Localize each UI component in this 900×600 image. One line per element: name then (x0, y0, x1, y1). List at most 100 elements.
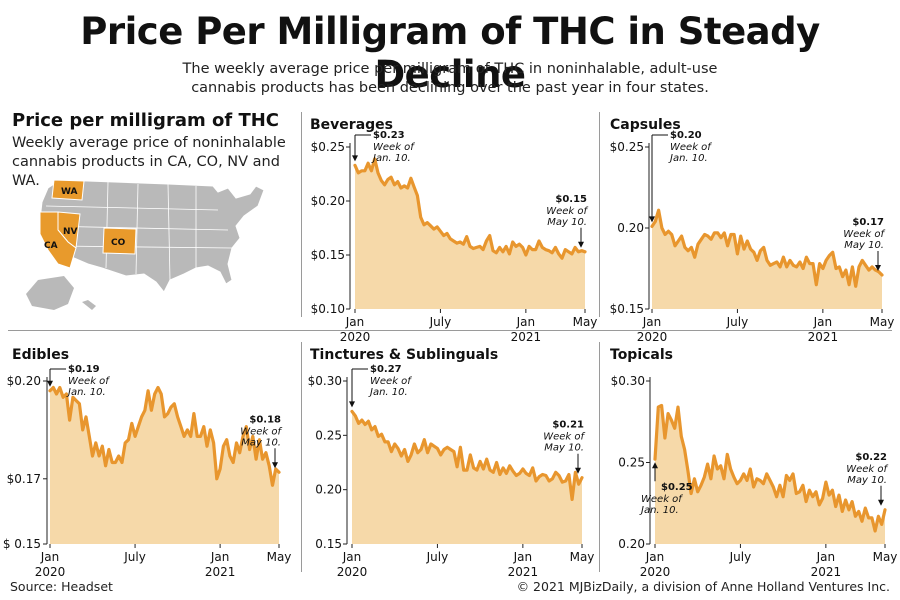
y-tick-label: 0.15 (315, 537, 342, 551)
start-annotation-value: $0.19 (68, 364, 100, 375)
y-tick-label: $0.15 (610, 302, 644, 316)
end-annotation-text: May 10. (847, 475, 887, 486)
chart-title: Tinctures & Sublinguals (310, 347, 498, 363)
end-annotation-text: May 10. (544, 443, 584, 454)
start-annotation-value: $0.20 (670, 130, 702, 141)
series-line (350, 409, 584, 501)
x-tick-label: Jan (210, 550, 230, 564)
area-fill (352, 411, 582, 544)
end-annotation-value: $0.18 (249, 414, 281, 425)
x-tick-year: 2021 (205, 565, 236, 579)
alaska-shape (26, 276, 74, 310)
chart-title: Edibles (12, 347, 69, 363)
y-tick-label: $0.15 (311, 248, 345, 262)
chart-title: Beverages (310, 117, 393, 133)
end-annotation-arrowhead (272, 462, 278, 469)
y-tick-label: 0.20 (315, 483, 342, 497)
x-tick-label: May (267, 550, 292, 564)
source-note: Source: Headset (10, 579, 113, 594)
x-tick-year: 2020 (35, 565, 66, 579)
end-annotation-value: $0.21 (552, 420, 584, 431)
start-annotation-arrowhead (349, 401, 355, 408)
x-tick-label: May (870, 315, 895, 329)
divider-vertical-4 (599, 342, 600, 572)
chart-beverages: Beverages$0.25$0.20$0.15$0.10Jan2020July… (310, 117, 597, 344)
end-annotation-arrowhead (578, 241, 584, 248)
start-annotation-text: Week of (370, 376, 412, 387)
divider-vertical-2 (599, 112, 600, 317)
y-tick-label: $0.30 (308, 374, 342, 388)
start-annotation-text: Jan. 10. (639, 505, 679, 516)
y-tick-label: $0.25 (610, 140, 644, 154)
y-tick-label: $ 0.15 (3, 537, 41, 551)
x-tick-label: May (570, 550, 595, 564)
x-tick-label: July (726, 315, 749, 329)
y-tick-label: $0.20 (311, 194, 345, 208)
series-line (353, 157, 587, 260)
x-tick-year: 2021 (808, 330, 839, 344)
end-annotation-text: May 10. (241, 437, 281, 448)
x-tick-year: 2021 (811, 565, 842, 579)
area-fill (355, 158, 585, 309)
area-fill (50, 387, 279, 544)
page-subtitle: The weekly average price per milligram o… (182, 61, 718, 96)
state-label-wa: WA (61, 187, 78, 197)
chart-title: Topicals (610, 347, 673, 363)
copyright-note: © 2021 MJBizDaily, a division of Anne Ho… (516, 579, 890, 594)
divider-horizontal (8, 330, 892, 331)
series-line (653, 403, 887, 533)
x-tick-year: 2020 (637, 330, 668, 344)
x-tick-label: Jan (516, 315, 536, 329)
x-tick-year: 2020 (337, 565, 368, 579)
start-annotation-text: Week of (641, 494, 683, 505)
x-tick-year: 2020 (340, 330, 371, 344)
series-line (48, 385, 281, 487)
end-annotation-text: Week of (846, 464, 888, 475)
end-annotation-text: May 10. (547, 217, 587, 228)
state-co (102, 227, 137, 255)
x-tick-label: Jan (813, 315, 833, 329)
start-annotation-text: Week of (670, 142, 712, 153)
end-annotation-text: May 10. (844, 240, 884, 251)
end-annotation-arrowhead (575, 467, 581, 474)
y-tick-label: $0.10 (311, 302, 345, 316)
chart-tinctures: Tinctures & Sublinguals $0.30 0.25 0.20 0.15… (308, 347, 595, 579)
start-annotation-text: Jan. 10. (368, 387, 408, 398)
state-ca (39, 211, 77, 269)
state-label-ca: CA (44, 241, 58, 251)
x-tick-label: Jan (40, 550, 60, 564)
start-annotation-text: Jan. 10. (66, 387, 106, 398)
start-annotation-value: $0.23 (373, 130, 405, 141)
end-annotation-arrowhead (878, 499, 884, 506)
x-tick-label: May (573, 315, 598, 329)
x-tick-label: Jan (816, 550, 836, 564)
x-tick-label: Jan (645, 550, 665, 564)
x-tick-label: July (429, 315, 452, 329)
x-tick-label: Jan (513, 550, 533, 564)
start-annotation-text: Week of (373, 142, 415, 153)
hawaii-shape (82, 300, 96, 310)
x-tick-year: 2020 (640, 565, 671, 579)
divider-vertical-3 (301, 342, 302, 572)
start-annotation-value: $0.25 (661, 482, 693, 493)
map-panel-description: Weekly average price of noninhalable can… (12, 135, 286, 189)
chart-title: Capsules (610, 117, 681, 133)
y-tick-label: $0.20 (7, 374, 41, 388)
divider-vertical-1 (301, 112, 302, 317)
start-annotation-arrowhead (47, 380, 53, 387)
state-label-co: CO (111, 238, 126, 248)
start-annotation-text: Jan. 10. (371, 153, 411, 164)
end-annotation-value: $0.17 (852, 217, 884, 228)
us-map: WA NV CA CO (26, 179, 265, 310)
x-tick-label: July (123, 550, 146, 564)
end-annotation-arrowhead (875, 264, 881, 271)
start-annotation-arrowhead (352, 155, 358, 162)
start-annotation-text: Week of (68, 376, 110, 387)
series-line (650, 208, 884, 288)
map-panel-title: Price per milligram of THC (12, 110, 280, 131)
x-tick-label: Jan (642, 315, 662, 329)
